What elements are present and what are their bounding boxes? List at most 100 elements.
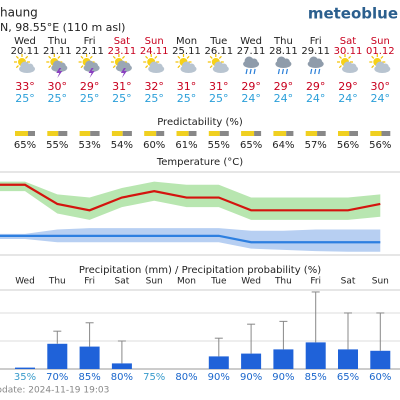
precip-bar: [370, 350, 391, 369]
min-range: [0, 228, 381, 252]
day-date: 21.11: [43, 46, 72, 57]
precip-day: Thu: [274, 277, 292, 287]
precip-probability: 65%: [337, 372, 359, 383]
predictability-label: 57%: [305, 140, 327, 151]
day-date: 20.11: [11, 46, 40, 57]
predictability-rest: [90, 131, 100, 136]
predictability-rest: [317, 131, 326, 136]
min-line: [0, 234, 381, 244]
day-name: Fri: [310, 36, 322, 47]
precip-probability: 75%: [143, 372, 165, 383]
max-temp: 31°: [112, 80, 132, 93]
precip-bar: [15, 367, 35, 369]
predictability-label: 55%: [208, 140, 230, 151]
max-temp: 30°: [371, 80, 391, 93]
min-temp: 25°: [177, 92, 197, 105]
icon-ray: [48, 55, 52, 59]
predictability-rest: [381, 131, 391, 136]
icon-ray: [48, 65, 52, 69]
logo[interactable]: meteoblue: [308, 5, 398, 23]
title: haung: [0, 6, 38, 20]
min-temp: 24°: [306, 92, 326, 105]
day-date: 30.11: [334, 46, 363, 57]
min-temp: 24°: [241, 92, 261, 105]
max-temp: 31°: [209, 80, 229, 93]
predictability-bar: [15, 131, 28, 136]
max-temp: 29°: [274, 80, 294, 93]
predictability-bar: [273, 131, 287, 136]
precip-bar: [47, 343, 68, 369]
day-name: Sat: [340, 36, 356, 47]
predictability-bar: [176, 131, 189, 136]
precip-probability: 35%: [14, 372, 36, 383]
icon-ray: [338, 65, 342, 69]
predictability-label: 61%: [175, 140, 197, 151]
icon-rain: [249, 68, 252, 75]
precip-bar: [241, 353, 262, 369]
icon-rain: [318, 68, 321, 75]
icon-cloud: [26, 63, 34, 71]
min-temp: 25°: [209, 92, 229, 105]
day-date: 01.12: [366, 46, 395, 57]
day-name: Wed: [240, 36, 262, 47]
max-temp: 29°: [80, 80, 100, 93]
predictability-label: 65%: [14, 140, 36, 151]
predictability-label: 60%: [143, 140, 165, 151]
icon-ray: [112, 55, 116, 59]
predictability-rest: [188, 131, 197, 136]
icon-ray: [25, 55, 29, 59]
predictability-label: 56%: [337, 140, 359, 151]
precip-day: Fri: [310, 277, 321, 287]
precip-probability: 70%: [46, 372, 68, 383]
max-temp: 29°: [241, 80, 261, 93]
icon-cloud: [155, 63, 163, 71]
precip-day: Mon: [177, 277, 196, 287]
icon-rain: [281, 68, 284, 75]
icon-rain: [285, 68, 288, 75]
icon-ray: [348, 55, 352, 59]
day-date: 24.11: [140, 46, 169, 57]
icon-ray: [89, 55, 93, 59]
max-line: [0, 183, 381, 212]
precip-bar: [111, 363, 132, 369]
predictability-bar: [111, 131, 123, 136]
max-range: [0, 181, 381, 220]
day-date: 22.11: [75, 46, 104, 57]
icon-ray: [338, 55, 342, 59]
day-name: Sun: [145, 36, 164, 47]
day-name: Tue: [209, 36, 227, 47]
icon-ray: [186, 55, 190, 59]
icon-ray: [218, 55, 222, 59]
predictability-bar: [305, 131, 318, 136]
icon-ray: [145, 55, 149, 59]
predictability-bar: [208, 131, 220, 136]
precip-probability: 90%: [208, 372, 230, 383]
precip-bar: [338, 349, 358, 369]
max-temp: 32°: [144, 80, 164, 93]
max-temp: 30°: [48, 80, 68, 93]
icon-bolt: [56, 68, 63, 78]
predictability-rest: [28, 131, 35, 136]
icon-bolt: [120, 68, 127, 78]
max-temp: 29°: [338, 80, 358, 93]
predictability-rest: [122, 131, 132, 136]
icon-rain: [253, 68, 256, 75]
icon-ray: [122, 55, 125, 59]
predictability-bar: [144, 131, 157, 136]
precip-probability: 80%: [111, 372, 133, 383]
icon-cloud: [58, 62, 66, 70]
precip-probability: 60%: [369, 372, 391, 383]
precip-probability: 85%: [78, 372, 100, 383]
icon-ray: [145, 65, 149, 69]
predictability-rest: [349, 131, 358, 136]
precip-bar: [273, 349, 294, 369]
icon-ray: [112, 65, 116, 69]
icon-cloud: [220, 63, 228, 71]
icon-cloud: [188, 63, 195, 71]
icon-ray: [57, 55, 61, 59]
icon-rain: [245, 68, 248, 75]
icon-rain: [314, 68, 317, 75]
max-temp: 31°: [177, 80, 197, 93]
day-name: Thu: [273, 36, 293, 47]
